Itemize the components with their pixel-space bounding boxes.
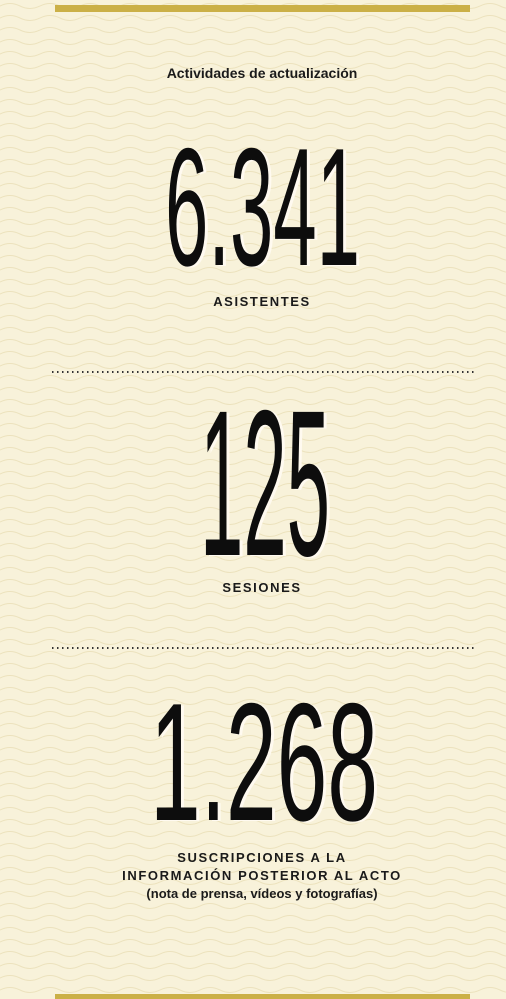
label: SUSCRIPCIONES A LA [177, 850, 346, 865]
number-shadow: 125 [203, 369, 333, 601]
bottom-bar [55, 994, 470, 999]
number: 125 [200, 368, 330, 600]
title: Actividades de actualización [167, 65, 358, 81]
label: ASISTENTES [213, 294, 311, 309]
number: 1.268 [150, 668, 378, 856]
note: (nota de prensa, vídeos y fotografías) [146, 886, 377, 901]
number-shadow: 6.341 [168, 114, 363, 302]
top-bar [55, 5, 470, 12]
number-shadow: 1.268 [153, 669, 381, 857]
label: INFORMACIÓN POSTERIOR AL ACTO [122, 868, 402, 883]
number: 6.341 [165, 113, 360, 301]
label: SESIONES [222, 580, 301, 595]
